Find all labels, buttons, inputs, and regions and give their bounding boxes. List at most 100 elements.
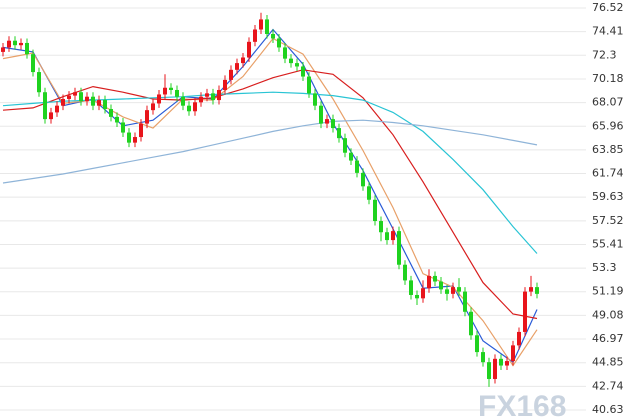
candle-body <box>529 287 533 292</box>
candle-body <box>1 47 5 52</box>
candle-body <box>79 92 83 102</box>
candle-body <box>247 41 251 58</box>
candle-body <box>337 128 341 139</box>
y-tick-label: 61.74 <box>592 167 624 180</box>
candle-body <box>25 42 29 55</box>
candle-body <box>145 110 149 124</box>
y-tick-label: 63.85 <box>592 143 624 156</box>
candle-body <box>415 294 419 299</box>
candle-body <box>421 288 425 299</box>
y-tick-label: 57.52 <box>592 214 624 227</box>
y-axis: 76.52 74.41 72.3 70.18 68.07 65.96 63.85 61.74 5… <box>592 1 624 416</box>
y-tick-label: 68.07 <box>592 96 624 109</box>
candle-body <box>61 98 65 106</box>
candle-body <box>463 291 467 312</box>
y-tick-label: 46.97 <box>592 332 624 345</box>
candle-body <box>379 221 383 233</box>
candle-body <box>157 94 161 104</box>
candle-body <box>397 231 401 265</box>
candle-body <box>85 96 89 102</box>
candle-body <box>13 40 17 46</box>
candle-body <box>43 92 47 120</box>
y-tick-label: 76.52 <box>592 1 624 14</box>
candle-body <box>115 116 119 123</box>
candle-body <box>361 172 365 187</box>
candle-body <box>469 311 473 336</box>
ma-line <box>2 69 538 320</box>
candle-body <box>55 105 59 113</box>
candle-body <box>343 138 347 153</box>
candle-body <box>181 96 185 106</box>
y-tick-label: 44.85 <box>592 356 624 369</box>
candle-body <box>121 122 125 133</box>
candle-body <box>307 76 311 94</box>
candle-body <box>139 123 143 138</box>
candle-body <box>193 102 197 112</box>
candle-body <box>511 345 515 362</box>
candle-body <box>289 58 293 64</box>
candle-body <box>319 105 323 124</box>
candle-body <box>259 19 263 30</box>
candle-body <box>127 132 131 143</box>
candle-body <box>439 281 443 290</box>
candle-body <box>445 289 449 294</box>
candle-body <box>523 291 527 332</box>
candle-body <box>433 275 437 282</box>
candle-body <box>277 38 281 48</box>
candle-body <box>31 54 35 73</box>
y-tick-label: 55.41 <box>592 237 624 250</box>
y-tick-label: 74.41 <box>592 25 624 38</box>
candle-body <box>37 72 41 93</box>
y-tick-label: 40.63 <box>592 403 624 416</box>
candle-body <box>151 103 155 111</box>
candle-body <box>481 352 485 363</box>
candle-body <box>409 280 413 295</box>
candle-body <box>229 69 233 80</box>
candle-body <box>373 199 377 222</box>
candle-body <box>505 361 509 366</box>
y-tick-label: 65.96 <box>592 119 624 132</box>
y-tick-label: 72.3 <box>592 48 617 61</box>
candle-body <box>457 287 461 292</box>
y-tick-label: 49.08 <box>592 308 624 321</box>
grid <box>0 7 586 411</box>
y-tick-label: 70.18 <box>592 72 624 85</box>
candle-body <box>499 358 503 366</box>
candle-body <box>19 42 23 46</box>
candle-body <box>331 119 335 129</box>
candle-body <box>187 105 191 112</box>
candle-body <box>91 96 95 106</box>
candle-body <box>235 63 239 70</box>
candle-body <box>403 264 407 281</box>
candle-body <box>271 33 275 39</box>
candle-body <box>223 79 227 90</box>
candle-body <box>163 87 167 95</box>
y-tick-label: 51.19 <box>592 285 624 298</box>
candle-body <box>367 186 371 200</box>
candle-body <box>427 275 431 289</box>
candle-body <box>217 89 221 101</box>
candle-body <box>517 331 521 346</box>
candle-body <box>301 66 305 77</box>
candle-body <box>349 152 353 161</box>
y-tick-label: 53.3 <box>592 261 617 274</box>
candle-body <box>265 19 269 34</box>
watermark: FX168 <box>478 390 566 420</box>
candle-body <box>283 47 287 59</box>
candle-body <box>133 137 137 143</box>
candles <box>1 12 539 387</box>
y-tick-label: 42.74 <box>592 379 624 392</box>
candle-body <box>253 29 257 42</box>
candle-body <box>493 358 497 379</box>
candle-body <box>103 100 107 110</box>
candle-body <box>109 109 113 117</box>
candle-body <box>73 92 77 96</box>
candle-body <box>175 89 179 97</box>
candle-body <box>391 231 395 241</box>
candle-body <box>475 335 479 353</box>
candle-body <box>67 95 71 99</box>
candle-body <box>313 93 317 106</box>
candle-body <box>205 93 209 97</box>
candle-body <box>535 287 539 294</box>
